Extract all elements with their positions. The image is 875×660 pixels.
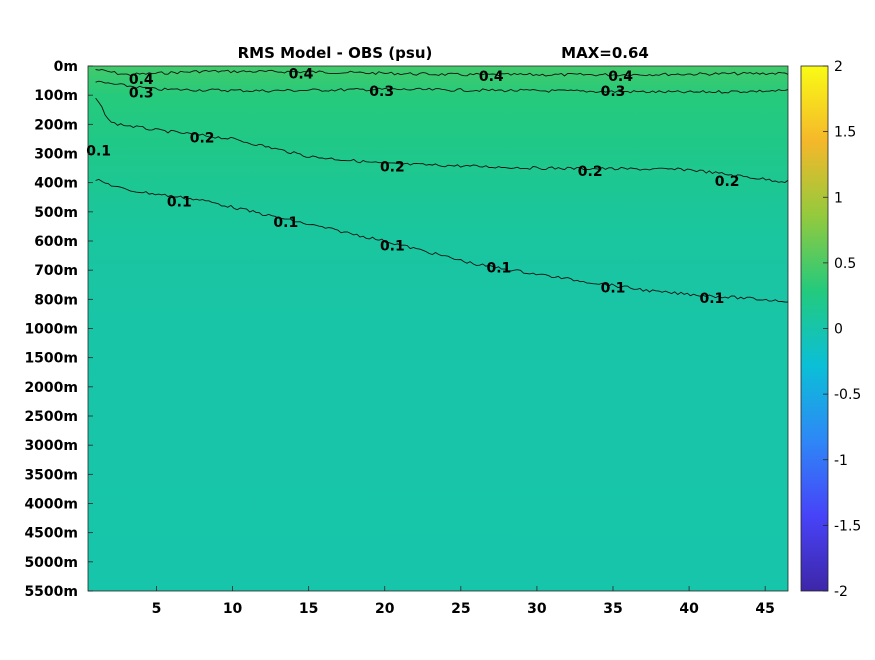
y-tick-label: 4000m [24, 497, 78, 513]
contour-label: 0.4 [608, 69, 633, 85]
x-tick-label: 45 [755, 601, 774, 617]
contour-line-0.1 [95, 178, 788, 303]
contour-line-0.4 [95, 69, 788, 77]
colorbar-tick-label: -2 [834, 584, 848, 600]
contour-line-0.3 [95, 80, 788, 94]
y-tick-label: 0m [54, 59, 78, 75]
contour-line-0.2 [95, 97, 788, 183]
colorbar-tick-label: -0.5 [834, 387, 861, 403]
x-tick-label: 10 [223, 601, 243, 617]
x-tick-label: 30 [527, 601, 547, 617]
y-tick-label: 200m [34, 117, 78, 133]
x-tick-label: 15 [299, 601, 318, 617]
y-tick-label: 5000m [24, 555, 78, 571]
max-value-label: MAX=0.64 [561, 44, 649, 62]
y-tick-label: 100m [34, 88, 78, 104]
colorbar-tick-label: -1 [834, 453, 848, 469]
x-tick-label: 20 [375, 601, 395, 617]
colorbar-tick-label: 2 [834, 59, 843, 75]
contour-label: 0.1 [273, 215, 298, 231]
colorbar-tick-label: -1.5 [834, 518, 861, 534]
y-tick-label: 400m [34, 176, 78, 192]
x-tick-label: 25 [451, 601, 470, 617]
colorbar-tick-label: 1.5 [834, 125, 856, 141]
heatmap-field [88, 66, 788, 591]
contour-label: 0.4 [479, 69, 504, 85]
x-axis: 5 10 15 20 25 30 35 40 45 [152, 586, 775, 617]
y-tick-label: 3500m [24, 467, 78, 483]
contour-label: 0.1 [380, 238, 405, 254]
colorbar-tick-label: 1 [834, 190, 843, 206]
plot-area [87, 65, 789, 592]
contour-label: 0.3 [129, 85, 154, 101]
contour-label: 0.1 [167, 195, 192, 211]
y-tick-label: 5500m [24, 584, 78, 600]
contour-label: 0.2 [715, 174, 740, 190]
x-tick-label: 35 [603, 601, 622, 617]
colorbar-tick-label: 0 [834, 322, 843, 338]
contour-label: 0.1 [700, 291, 725, 307]
y-tick-label: 2000m [24, 380, 78, 396]
contour-lines [95, 69, 788, 303]
contour-labels: 0.4 0.4 0.4 0.40.3 0.3 0.30.20.2 0.20.20.10.10… [86, 66, 739, 307]
y-tick-label: 700m [34, 263, 78, 279]
contour-label: 0.3 [369, 84, 394, 100]
contour-label: 0.4 [129, 72, 154, 88]
contour-label: 0.2 [190, 130, 215, 146]
contour-label: 0.2 [578, 164, 603, 180]
y-tick-label: 2500m [24, 409, 78, 425]
contour-label: 0.1 [486, 260, 511, 276]
y-tick-label: 500m [34, 205, 78, 221]
contour-label: 0.2 [380, 160, 405, 176]
y-tick-label: 800m [34, 292, 78, 308]
y-axis: 0m 100m 200m 300m 400m 500m 600m 700m 800m 1000m 1… [24, 59, 93, 600]
y-tick-label: 300m [34, 147, 78, 163]
y-tick-label: 1500m [24, 351, 78, 367]
contour-label: 0.1 [601, 281, 626, 297]
contour-label: 0.1 [86, 144, 111, 160]
y-tick-label: 3000m [24, 438, 78, 454]
colorbar: 2 1.5 1 0.5 0 -0.5 -1 -1.5 -2 [800, 59, 861, 600]
contour-label: 0.3 [601, 84, 626, 100]
x-tick-label: 5 [152, 601, 162, 617]
y-tick-label: 4500m [24, 526, 78, 542]
chart-title: RMS Model - OBS (psu) [238, 44, 433, 62]
y-tick-label: 600m [34, 234, 78, 250]
colorbar-tick-label: 0.5 [834, 256, 856, 272]
y-tick-label: 1000m [24, 322, 78, 338]
x-tick-label: 40 [679, 601, 699, 617]
contour-label: 0.4 [289, 66, 314, 82]
